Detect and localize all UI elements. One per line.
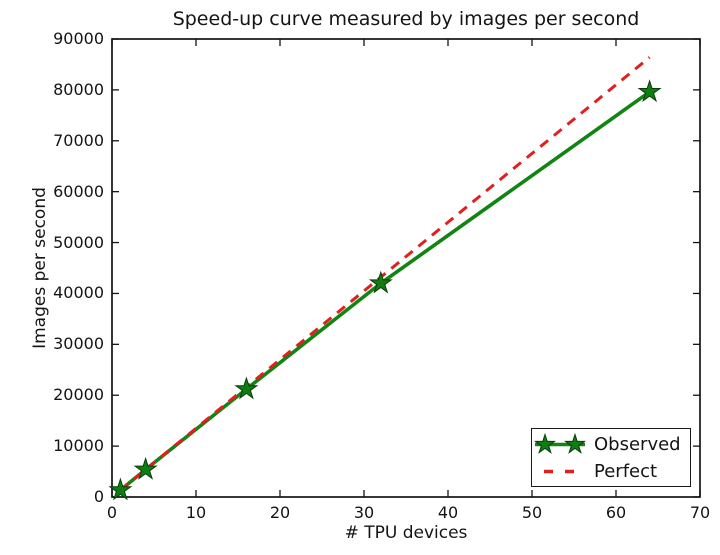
x-axis-label: # TPU devices <box>344 523 468 543</box>
y-tick-label: 0 <box>93 487 104 506</box>
perfect-line <box>119 56 651 492</box>
star-marker <box>133 456 158 480</box>
x-tick-label: 40 <box>437 503 459 522</box>
y-axis-label: Images per second <box>30 187 50 349</box>
chart-title: Speed-up curve measured by images per se… <box>172 8 640 30</box>
y-tick-label: 20000 <box>53 385 104 405</box>
star-marker <box>368 270 393 294</box>
y-tick-label: 60000 <box>53 181 104 201</box>
star-marker <box>234 376 259 400</box>
y-tick-label: 90000 <box>53 29 104 48</box>
x-tick-label: 60 <box>605 503 627 522</box>
legend-label: Perfect <box>594 460 658 482</box>
y-tick-label: 30000 <box>53 334 104 354</box>
plot-border <box>111 38 701 498</box>
y-tick-label: 40000 <box>53 283 104 303</box>
legend-sample-solid <box>533 432 587 454</box>
legend-entry-observed: Observed <box>532 431 690 458</box>
legend-label: Observed <box>594 433 681 455</box>
star-marker <box>637 79 662 103</box>
legend: Observed Perfect <box>531 428 691 487</box>
x-tick-label: 0 <box>106 503 118 522</box>
y-tick-label: 50000 <box>53 232 104 252</box>
y-tick-label: 10000 <box>53 436 104 456</box>
legend-entry-perfect: Perfect <box>532 458 690 485</box>
legend-sample-dashed <box>544 469 574 473</box>
x-tick-label: 10 <box>185 503 207 522</box>
x-tick-label: 30 <box>353 503 375 522</box>
y-tick-label: 80000 <box>53 79 104 99</box>
y-tick-label: 70000 <box>53 130 104 150</box>
x-tick-label: 50 <box>521 503 543 522</box>
x-tick-label: 70 <box>689 503 711 522</box>
x-tick-label: 20 <box>269 503 291 522</box>
star-marker <box>108 477 133 501</box>
